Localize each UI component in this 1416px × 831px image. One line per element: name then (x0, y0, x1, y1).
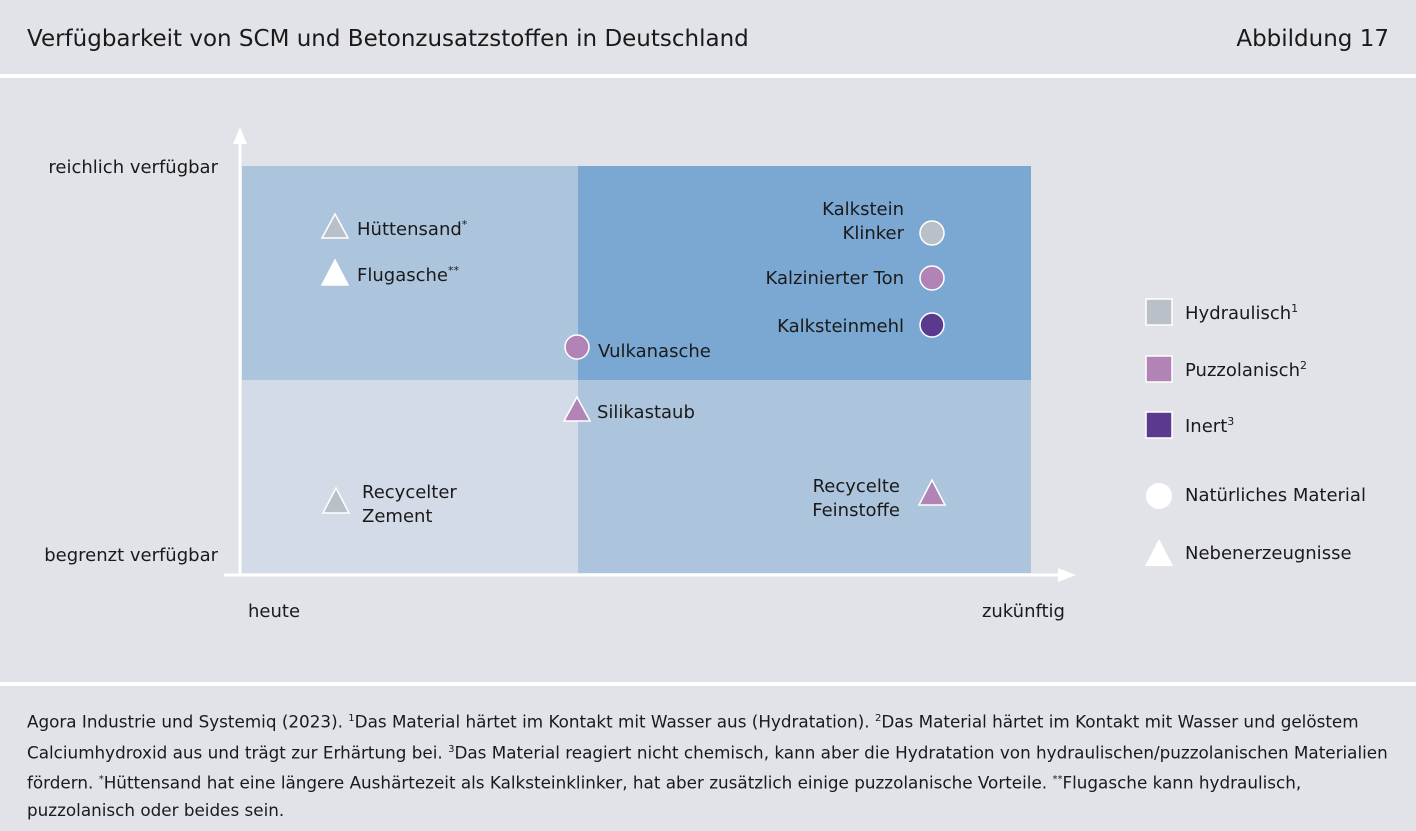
separator (0, 74, 1416, 78)
inert-circle-icon (919, 312, 945, 338)
footnote-1: Das Material härtet im Kontakt mit Wasse… (354, 711, 870, 732)
separator (0, 682, 1416, 686)
quadrant-top-right (578, 166, 1031, 380)
footnote-4: Hüttensand hat eine längere Aushärtezeit… (103, 772, 1048, 793)
item-label-huettensand: Hüttensand* (357, 218, 468, 240)
item-label-kalksteinmehl: Kalksteinmehl (777, 316, 904, 337)
figure-title: Verfügbarkeit von SCM und Betonzusatzsto… (27, 26, 749, 52)
legend-label-hydraulisch: Hydraulisch1 (1185, 302, 1298, 324)
legend-label-natural: Natürliches Material (1185, 485, 1366, 506)
hydraulisch-circle-icon (919, 220, 945, 246)
footer (0, 686, 1416, 831)
puzzolanisch-triangle-icon (562, 395, 592, 422)
hydraulisch-triangle-icon (321, 486, 351, 514)
footnote-text: Agora Industrie und Systemiq (2023). 1Da… (27, 711, 1388, 820)
item-label-flugasche: Flugasche** (357, 264, 459, 286)
quadrant-bottom-right (578, 380, 1031, 573)
hydraulisch-triangle-icon (320, 212, 350, 239)
quadrant-bottom-left (242, 380, 578, 573)
byproduct-triangle-icon (320, 258, 350, 286)
legend-label-puzzolanisch: Puzzolanisch2 (1185, 359, 1307, 381)
figure-number: Abbildung 17 (1236, 26, 1389, 52)
footnote-2: Das Material härtet im Kontakt mit Wasse… (27, 711, 1359, 763)
item-label-kalzinierter-ton: Kalzinierter Ton (766, 268, 904, 289)
item-label-vulkanasche: Vulkanasche (598, 341, 711, 362)
item-label-recycelter-zement: Recycelter Zement (362, 482, 457, 527)
legend-hydraulisch-square-icon (1145, 298, 1173, 326)
y-axis-bottom-label: begrenzt verfügbar (44, 545, 218, 566)
puzzolanisch-circle-icon (564, 334, 590, 360)
x-axis-left-label: heute (248, 601, 300, 622)
footnote-3: Das Material reagiert nicht chemisch, ka… (27, 742, 1388, 793)
puzzolanisch-circle-icon (919, 265, 945, 291)
item-label-silikastaub: Silikastaub (597, 402, 695, 423)
y-axis-arrow-icon (233, 127, 247, 144)
legend-label-inert: Inert3 (1185, 415, 1234, 437)
quadrant-top-left (242, 166, 578, 380)
legend-inert-square-icon (1145, 411, 1173, 439)
legend-natural-circle-icon (1146, 483, 1172, 509)
legend-byproduct-triangle-icon (1145, 539, 1173, 566)
x-axis-right-label: zukünftig (982, 601, 1065, 622)
item-label-recycelte-feinstoffe: Recycelte Feinstoffe (812, 476, 900, 521)
header-bar: Verfügbarkeit von SCM und Betonzusatzsto… (0, 0, 1416, 74)
legend-puzzolanisch-square-icon (1145, 355, 1173, 383)
x-axis-arrow-icon (1058, 568, 1076, 582)
item-label-kalkstein-klinker: Kalkstein Klinker (822, 199, 904, 244)
legend-label-byproduct: Nebenerzeugnisse (1185, 543, 1352, 564)
footnote-5: Flugasche kann hydraulisch, puzzolanisch… (27, 772, 1302, 820)
puzzolanisch-triangle-icon (917, 478, 947, 506)
y-axis-top-label: reichlich verfügbar (48, 157, 218, 178)
source: Agora Industrie und Systemiq (2023). (27, 711, 343, 732)
